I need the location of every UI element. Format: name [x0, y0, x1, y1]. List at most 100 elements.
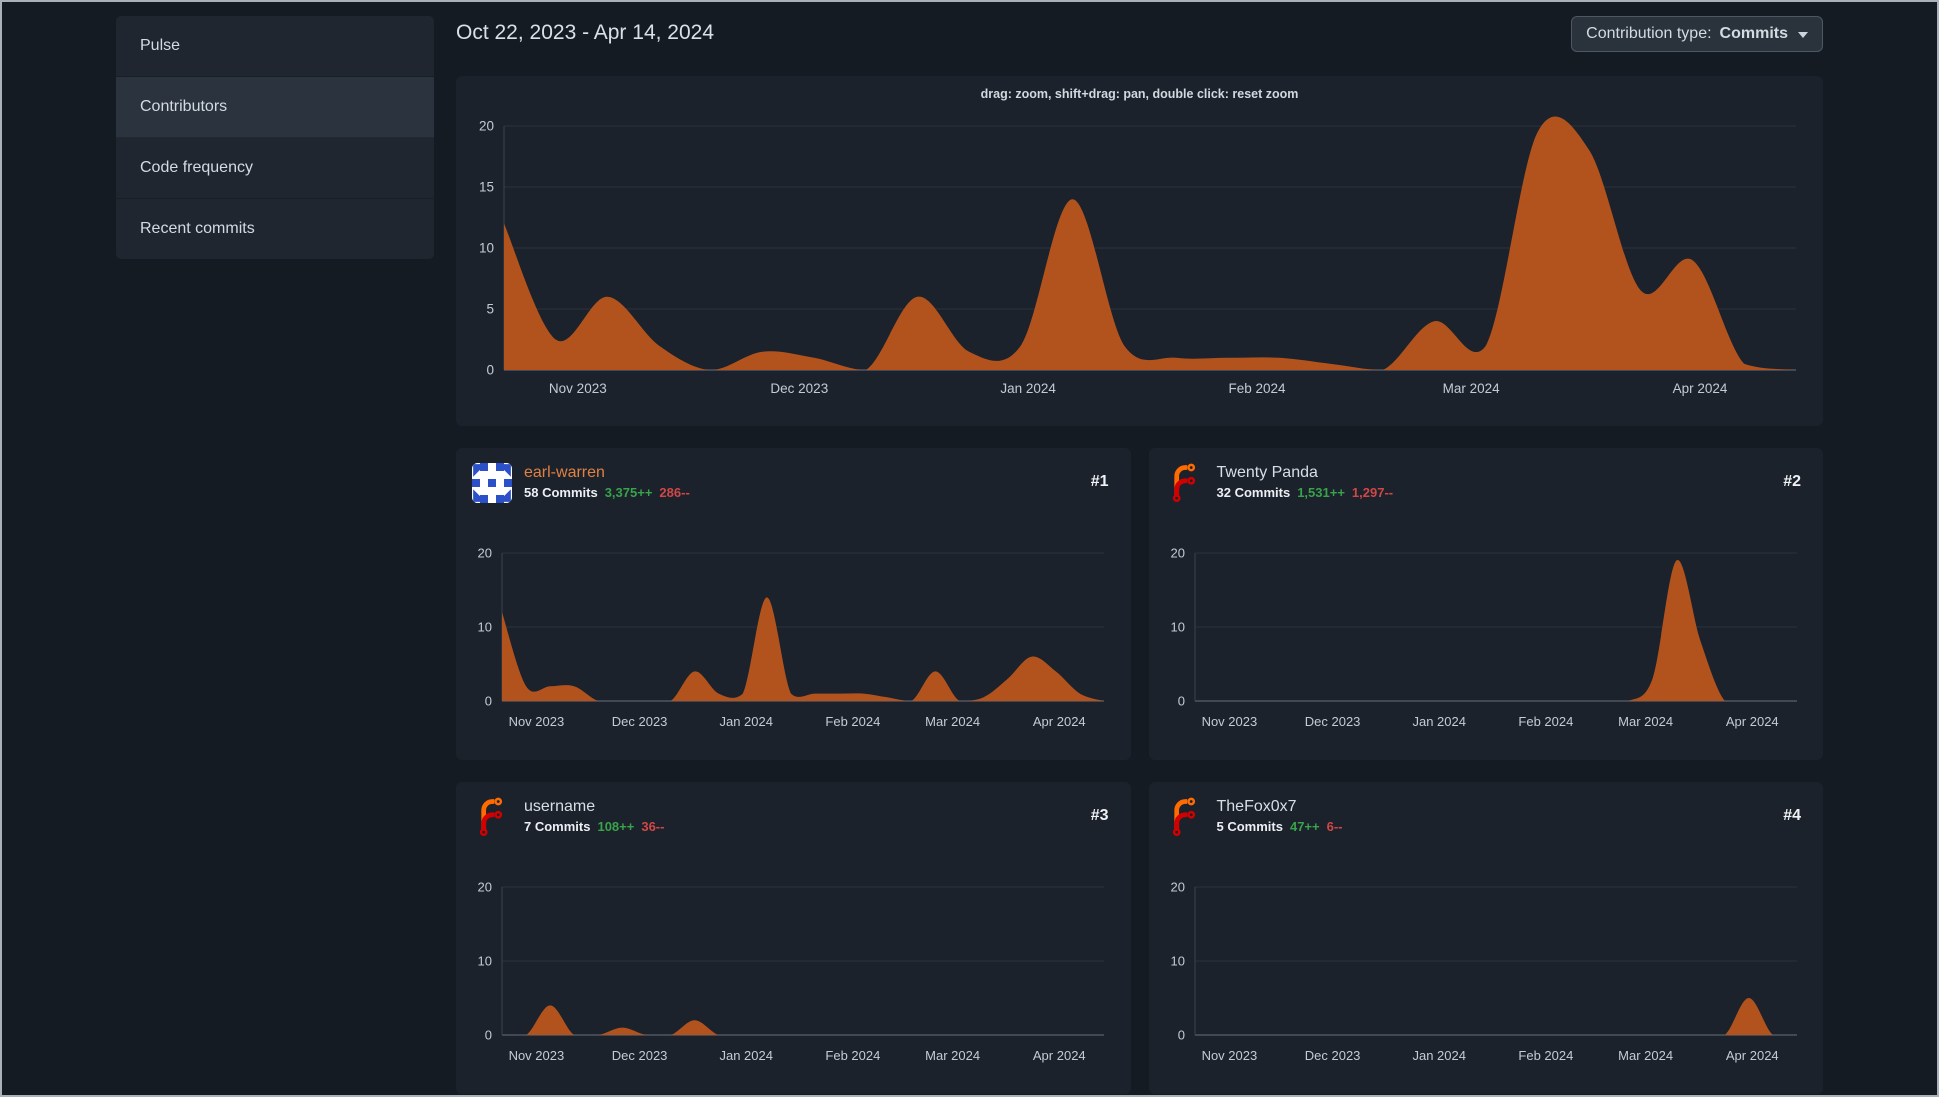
svg-text:10: 10 [478, 620, 492, 635]
svg-text:Feb 2024: Feb 2024 [1229, 381, 1287, 396]
contributor-card: Twenty Panda 32 Commits 1,531++ 1,297-- … [1148, 448, 1824, 760]
deletions-count: 36-- [641, 819, 665, 834]
contribution-type-value: Commits [1719, 25, 1788, 42]
additions-count: 47++ [1289, 819, 1320, 834]
commit-count: 58 Commits [524, 485, 598, 500]
contributor-card-header: username 7 Commits 108++ 36-- #3 [456, 782, 1131, 837]
contributor-stats: 7 Commits 108++ 36-- [524, 819, 1079, 834]
sidebar-item-label: Recent commits [140, 220, 255, 237]
contribution-type-dropdown[interactable]: Contribution type: Commits [1571, 16, 1823, 52]
svg-text:Feb 2024: Feb 2024 [825, 714, 880, 729]
svg-text:Mar 2024: Mar 2024 [1618, 1048, 1673, 1063]
chevron-down-icon [1798, 32, 1808, 38]
sidebar-item-pulse[interactable]: Pulse [116, 16, 434, 77]
contributor-stats: 32 Commits 1,531++ 1,297-- [1217, 485, 1772, 500]
contributor-info: earl-warren 58 Commits 3,375++ 286-- [524, 463, 1079, 500]
sidebar-item-code-frequency[interactable]: Code frequency [116, 138, 434, 199]
forgejo-logo-icon [1165, 797, 1205, 837]
contributor-info: Twenty Panda 32 Commits 1,531++ 1,297-- [1217, 463, 1772, 500]
svg-text:Jan 2024: Jan 2024 [719, 1048, 773, 1063]
svg-text:Jan 2024: Jan 2024 [1412, 714, 1466, 729]
sidebar-item-contributors[interactable]: Contributors [116, 77, 434, 138]
svg-text:20: 20 [479, 119, 494, 134]
sidebar-item-recent-commits[interactable]: Recent commits [116, 199, 434, 259]
contributor-card-header: Twenty Panda 32 Commits 1,531++ 1,297-- … [1149, 448, 1824, 503]
svg-text:Nov 2023: Nov 2023 [1201, 1048, 1257, 1063]
svg-text:0: 0 [486, 363, 494, 378]
svg-text:20: 20 [1170, 880, 1184, 895]
deletions-count: 286-- [659, 485, 690, 500]
forgejo-logo-icon [1165, 463, 1205, 503]
svg-text:Dec 2023: Dec 2023 [612, 1048, 668, 1063]
overall-chart-panel: drag: zoom, shift+drag: pan, double clic… [456, 76, 1823, 426]
svg-text:20: 20 [1170, 546, 1184, 561]
contributor-name[interactable]: Twenty Panda [1216, 464, 1318, 481]
svg-text:15: 15 [479, 180, 494, 195]
additions-count: 108++ [597, 819, 635, 834]
svg-text:0: 0 [485, 1028, 492, 1043]
contributor-activity-chart[interactable]: 0 10 20 Nov 2023 Dec 2023 Jan 2024 Feb 2024 Mar… [456, 837, 1130, 1083]
commit-count: 5 Commits [1216, 819, 1283, 834]
svg-text:Nov 2023: Nov 2023 [509, 1048, 565, 1063]
sidebar-item-label: Pulse [140, 37, 181, 54]
sidebar: Pulse Contributors Code frequency Recent… [116, 16, 434, 1094]
contributors-grid: earl-warren 58 Commits 3,375++ 286-- #1 … [456, 448, 1823, 1094]
svg-text:Mar 2024: Mar 2024 [1443, 381, 1501, 396]
svg-text:Apr 2024: Apr 2024 [1033, 714, 1086, 729]
svg-text:Apr 2024: Apr 2024 [1725, 714, 1778, 729]
contributor-stats: 58 Commits 3,375++ 286-- [524, 485, 1079, 500]
date-range: Oct 22, 2023 - Apr 14, 2024 [456, 21, 715, 44]
contributor-activity-chart[interactable]: 0 10 20 Nov 2023 Dec 2023 Jan 2024 Feb 2024 Mar… [456, 503, 1130, 749]
contributor-activity-chart[interactable]: 0 10 20 Nov 2023 Dec 2023 Jan 2024 Feb 2024 Mar… [1149, 503, 1823, 749]
contributor-info: username 7 Commits 108++ 36-- [524, 797, 1079, 834]
forgejo-logo-icon [472, 797, 512, 837]
svg-text:Nov 2023: Nov 2023 [549, 381, 607, 396]
contributor-name[interactable]: earl-warren [524, 464, 605, 481]
svg-text:Feb 2024: Feb 2024 [1518, 1048, 1573, 1063]
svg-text:Nov 2023: Nov 2023 [1201, 714, 1257, 729]
contributor-card: TheFox0x7 5 Commits 47++ 6-- #4 0 10 20 Nov… [1148, 782, 1824, 1094]
svg-text:Mar 2024: Mar 2024 [925, 1048, 980, 1063]
svg-text:Apr 2024: Apr 2024 [1725, 1048, 1778, 1063]
svg-text:10: 10 [479, 241, 494, 256]
svg-text:0: 0 [485, 694, 492, 709]
overall-activity-chart[interactable]: 0 5 10 15 20 Nov 2023 Dec 2023 Jan 2024 Feb 2024… [456, 76, 1822, 426]
sidebar-item-label: Contributors [140, 98, 228, 115]
svg-text:Feb 2024: Feb 2024 [1518, 714, 1573, 729]
contribution-type-label: Contribution type: [1586, 25, 1712, 42]
svg-text:Apr 2024: Apr 2024 [1673, 381, 1728, 396]
additions-count: 1,531++ [1297, 485, 1345, 500]
main-content: Oct 22, 2023 - Apr 14, 2024 Contribution… [456, 16, 1823, 1094]
contributor-stats: 5 Commits 47++ 6-- [1217, 819, 1772, 834]
svg-text:Jan 2024: Jan 2024 [719, 714, 773, 729]
svg-text:0: 0 [1177, 694, 1184, 709]
deletions-count: 6-- [1326, 819, 1343, 834]
svg-text:10: 10 [1170, 620, 1184, 635]
contributor-card-header: TheFox0x7 5 Commits 47++ 6-- #4 [1149, 782, 1824, 837]
svg-text:0: 0 [1177, 1028, 1184, 1043]
svg-text:Mar 2024: Mar 2024 [1618, 714, 1673, 729]
commit-count: 32 Commits [1216, 485, 1291, 500]
rank-badge: #1 [1090, 473, 1109, 490]
contributor-card: username 7 Commits 108++ 36-- #3 0 10 20 No… [456, 782, 1131, 1094]
svg-text:Feb 2024: Feb 2024 [825, 1048, 880, 1063]
rank-badge: #4 [1783, 807, 1801, 824]
contributor-activity-chart[interactable]: 0 10 20 Nov 2023 Dec 2023 Jan 2024 Feb 2024 Mar… [1149, 837, 1823, 1083]
contributor-name[interactable]: TheFox0x7 [1216, 798, 1297, 815]
sidebar-menu: Pulse Contributors Code frequency Recent… [116, 16, 434, 259]
svg-text:Dec 2023: Dec 2023 [770, 381, 828, 396]
rank-badge: #2 [1783, 473, 1801, 490]
contributor-name[interactable]: username [524, 798, 596, 815]
contributor-card-header: earl-warren 58 Commits 3,375++ 286-- #1 [456, 448, 1131, 503]
svg-text:Dec 2023: Dec 2023 [1304, 714, 1360, 729]
svg-text:Apr 2024: Apr 2024 [1033, 1048, 1086, 1063]
contributor-info: TheFox0x7 5 Commits 47++ 6-- [1217, 797, 1772, 834]
contributor-card: earl-warren 58 Commits 3,375++ 286-- #1 … [456, 448, 1131, 760]
svg-text:10: 10 [478, 954, 492, 969]
svg-text:Jan 2024: Jan 2024 [1000, 381, 1056, 396]
svg-text:20: 20 [478, 880, 492, 895]
chart-zoom-hint: drag: zoom, shift+drag: pan, double clic… [980, 87, 1299, 101]
additions-count: 3,375++ [604, 485, 653, 500]
svg-text:Jan 2024: Jan 2024 [1412, 1048, 1466, 1063]
